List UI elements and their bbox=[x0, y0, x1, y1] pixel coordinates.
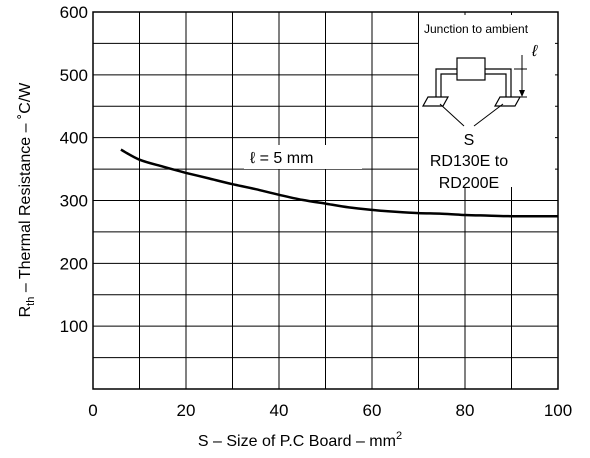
left-lead bbox=[435, 68, 457, 97]
plot-frame bbox=[92, 11, 559, 390]
inset-parts-line1: RD130E to bbox=[430, 153, 508, 170]
x-tick-label: 60 bbox=[363, 401, 382, 420]
right-pad bbox=[493, 96, 522, 107]
x-axis-title: S – Size of P.C Board – mm2 bbox=[198, 430, 402, 450]
y-tick-label: 300 bbox=[60, 192, 88, 211]
package-body bbox=[456, 57, 486, 81]
y-tick-label: 600 bbox=[60, 3, 88, 22]
right-lead-inner bbox=[485, 73, 507, 97]
x-axis-title-text: S – Size of P.C Board – mm bbox=[198, 433, 396, 450]
y-axis-title-subscript: th bbox=[25, 297, 37, 306]
inset-diagram: Junction to ambient ℓ S RD130E to RD200E bbox=[419, 15, 555, 192]
y-axis-title-prefix: R bbox=[17, 306, 34, 318]
x-tick-label: 20 bbox=[177, 401, 196, 420]
y-tick-label: 500 bbox=[60, 66, 88, 85]
x-axis-title-superscript: 2 bbox=[396, 430, 402, 442]
inset-ell-symbol: ℓ bbox=[531, 43, 538, 60]
inset-parts-line2: RD200E bbox=[439, 175, 499, 192]
x-tick-label: 100 bbox=[544, 401, 572, 420]
inset-s-label: S bbox=[464, 132, 475, 149]
y-axis-title: Rth – Thermal Resistance – ˚C/W bbox=[17, 82, 37, 318]
y-tick-label: 100 bbox=[60, 317, 88, 336]
curve-label: ℓ = 5 mm bbox=[250, 150, 313, 167]
y-tick-label: 400 bbox=[60, 129, 88, 148]
x-tick-label: 0 bbox=[88, 401, 97, 420]
s-pointer-left bbox=[439, 103, 465, 127]
y-tick-label: 200 bbox=[60, 254, 88, 273]
left-pad bbox=[421, 96, 450, 107]
curve-label-background bbox=[244, 145, 362, 169]
y-tick-labels: 100 200 300 400 500 600 bbox=[60, 3, 88, 336]
right-lead bbox=[485, 68, 512, 97]
x-tick-label: 80 bbox=[456, 401, 475, 420]
x-tick-label: 40 bbox=[270, 401, 289, 420]
x-tick-labels: 0 20 40 60 80 100 bbox=[88, 401, 572, 420]
s-pointer-right bbox=[473, 103, 504, 127]
thermal-resistance-curve bbox=[120, 148, 558, 218]
grid-lines bbox=[93, 12, 558, 389]
left-lead-inner bbox=[440, 73, 457, 97]
ell-arrow bbox=[519, 90, 525, 97]
inset-title: Junction to ambient bbox=[424, 22, 529, 36]
y-axis-title-rest: – Thermal Resistance – ˚C/W bbox=[17, 82, 34, 297]
